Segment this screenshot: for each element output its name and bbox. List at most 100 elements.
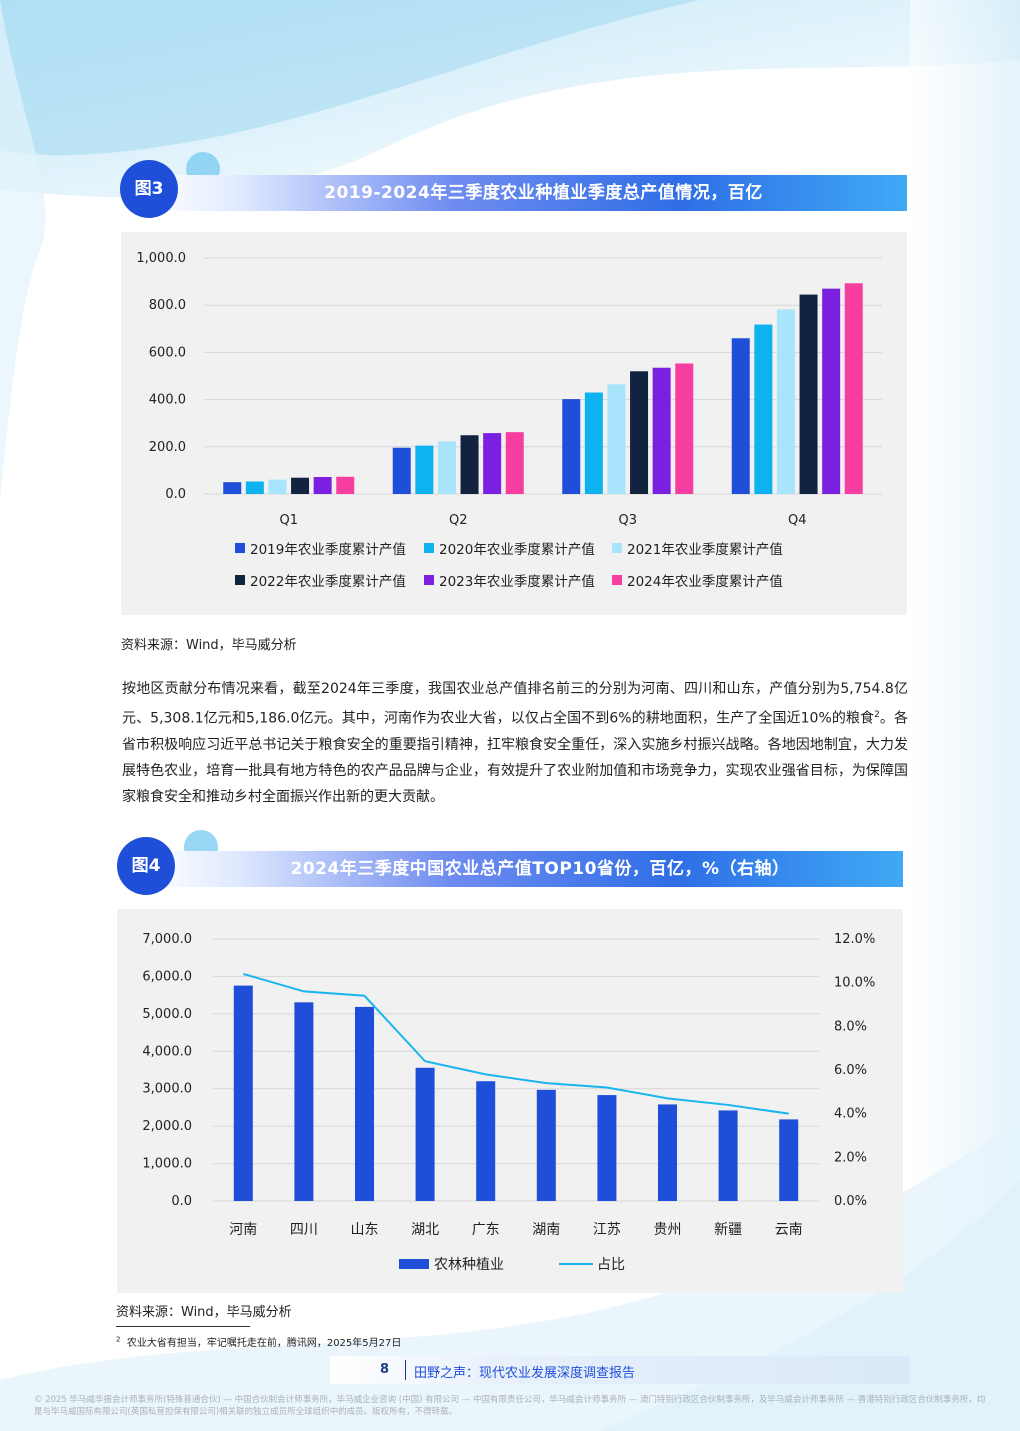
legend-swatch xyxy=(424,543,434,553)
legend-label: 农林种植业 xyxy=(434,1257,504,1273)
bar xyxy=(245,481,264,494)
bar xyxy=(392,447,411,494)
y-tick-label: 5,000.0 xyxy=(142,1007,192,1022)
figure4-title: 2024年三季度中国农业总产值TOP10省份，百亿，%（右轴） xyxy=(290,859,790,879)
y-tick-label: 3,000.0 xyxy=(142,1082,192,1097)
figure3-source: 资料来源：Wind，毕马威分析 xyxy=(121,638,297,653)
y-tick-label: 600.0 xyxy=(149,345,186,360)
legend-swatch xyxy=(235,543,245,553)
x-tick-label: 湖南 xyxy=(532,1222,560,1238)
y-tick-label: 200.0 xyxy=(149,440,186,455)
y-tick-label: 0.0 xyxy=(165,487,186,502)
y-tick-label: 400.0 xyxy=(149,393,186,408)
legend-label: 2024年农业季度累计产值 xyxy=(627,574,783,590)
figure4-header-bar xyxy=(147,851,903,887)
figure3-header-bar xyxy=(150,175,907,211)
bar xyxy=(415,1067,435,1201)
x-tick-label: 云南 xyxy=(775,1222,803,1238)
figure3-chart: 0.0 200.0 400.0 600.0 800.0 1,000.0 Q1 Q2 Q3 Q4 20… xyxy=(136,251,882,590)
x-tick-label: Q4 xyxy=(788,513,807,528)
y2-tick-label: 2.0% xyxy=(834,1150,867,1165)
bar xyxy=(630,371,649,494)
bar xyxy=(313,477,332,494)
legend-swatch xyxy=(235,575,245,585)
figure3-header: 2019-2024年三季度农业种植业季度总产值情况，百亿 xyxy=(150,175,907,211)
bar xyxy=(223,482,242,494)
y-tick-label: 800.0 xyxy=(149,298,186,313)
x-tick-label: 贵州 xyxy=(654,1222,682,1238)
legend-swatch xyxy=(424,575,434,585)
bar xyxy=(355,1006,374,1201)
x-tick-label: 广东 xyxy=(472,1222,500,1238)
bar xyxy=(652,367,671,494)
y-tick-label: 2,000.0 xyxy=(142,1119,192,1134)
bar xyxy=(822,288,841,494)
paragraph-text-a: 按地区贡献分布情况来看，截至2024年三季度，我国农业总产值排名前三的分别为河南… xyxy=(122,681,908,727)
footer-band xyxy=(330,1356,910,1384)
report-title-link[interactable]: 田野之声：现代农业发展深度调查报告 xyxy=(414,1366,636,1381)
y2-tick-label: 0.0% xyxy=(834,1194,867,1209)
figure3-title: 2019-2024年三季度农业种植业季度总产值情况，百亿 xyxy=(324,183,763,203)
x-tick-label: 江苏 xyxy=(593,1222,621,1238)
y2-tick-label: 4.0% xyxy=(834,1107,867,1122)
bar xyxy=(294,1002,314,1201)
paragraph-text-b: 。各省市积极响应习近平总书记关于粮食安全的重要指引精神，扛牢粮食安全重任，深入实… xyxy=(122,710,908,805)
paragraph-footnote-ref: 2 xyxy=(874,710,880,720)
bar xyxy=(233,985,253,1201)
bar xyxy=(483,433,502,494)
bar xyxy=(658,1104,677,1201)
y-tick-label: 7,000.0 xyxy=(142,932,192,947)
legend-swatch xyxy=(612,575,622,585)
figure4-badge: 图4 xyxy=(117,837,175,895)
bar xyxy=(776,309,795,494)
bar xyxy=(336,476,355,494)
bar xyxy=(536,1089,556,1201)
series-line xyxy=(243,972,789,1115)
bar xyxy=(437,441,456,494)
y2-tick-label: 12.0% xyxy=(834,932,875,947)
body-paragraph: 按地区贡献分布情况来看，截至2024年三季度，我国农业总产值排名前三的分别为河南… xyxy=(122,676,908,810)
footnote-divider xyxy=(116,1326,250,1327)
bar xyxy=(505,432,524,494)
legend-swatch xyxy=(612,543,622,553)
y2-tick-label: 8.0% xyxy=(834,1019,867,1034)
y-tick-label: 1,000.0 xyxy=(136,251,186,266)
bar xyxy=(476,1081,496,1201)
y-tick-label: 1,000.0 xyxy=(142,1157,192,1172)
x-tick-label: 山东 xyxy=(351,1222,379,1238)
bar xyxy=(675,363,694,494)
figure3-badge: 图3 xyxy=(120,160,178,218)
bar xyxy=(731,338,750,494)
bar xyxy=(268,479,287,494)
bar xyxy=(597,1095,617,1201)
y-tick-label: 6,000.0 xyxy=(142,969,192,984)
x-tick-label: Q1 xyxy=(279,513,298,528)
x-tick-label: 湖北 xyxy=(411,1222,439,1238)
legend-label: 占比 xyxy=(597,1257,625,1273)
figure3-chart-panel: 0.0 200.0 400.0 600.0 800.0 1,000.0 Q1 Q2 Q3 Q4 20… xyxy=(121,232,907,615)
legend-label: 2023年农业季度累计产值 xyxy=(439,574,595,590)
bar xyxy=(460,435,479,494)
legend-label: 2021年农业季度累计产值 xyxy=(627,542,783,558)
bar xyxy=(779,1119,799,1201)
bar xyxy=(754,324,773,494)
bar xyxy=(799,294,818,494)
x-tick-label: Q3 xyxy=(618,513,637,528)
bar xyxy=(607,384,626,494)
footnote-number: 2 xyxy=(116,1335,121,1344)
figure4-chart: 0.0 1,000.0 2,000.0 3,000.0 4,000.0 5,000.0 6,… xyxy=(142,932,875,1273)
footnote-text: 农业大省有担当，牢记嘱托走在前，腾讯网，2025年5月27日 xyxy=(126,1338,402,1349)
legend-label: 2020年农业季度累计产值 xyxy=(439,542,595,558)
y2-tick-label: 6.0% xyxy=(834,1063,867,1078)
bar xyxy=(562,399,581,494)
x-tick-label: Q2 xyxy=(449,513,468,528)
x-tick-label: 河南 xyxy=(229,1222,257,1238)
figure4-header: 2024年三季度中国农业总产值TOP10省份，百亿，%（右轴） xyxy=(147,851,903,887)
page-number: 8 xyxy=(380,1362,390,1377)
x-tick-label: 四川 xyxy=(290,1222,318,1238)
copyright-notice: © 2025 毕马威华振会计师事务所(特殊普通合伙) — 中国合伙制会计师事务所… xyxy=(34,1395,986,1417)
legend-swatch xyxy=(399,1259,429,1269)
y-tick-label: 4,000.0 xyxy=(142,1044,192,1059)
y2-tick-label: 10.0% xyxy=(834,976,875,991)
